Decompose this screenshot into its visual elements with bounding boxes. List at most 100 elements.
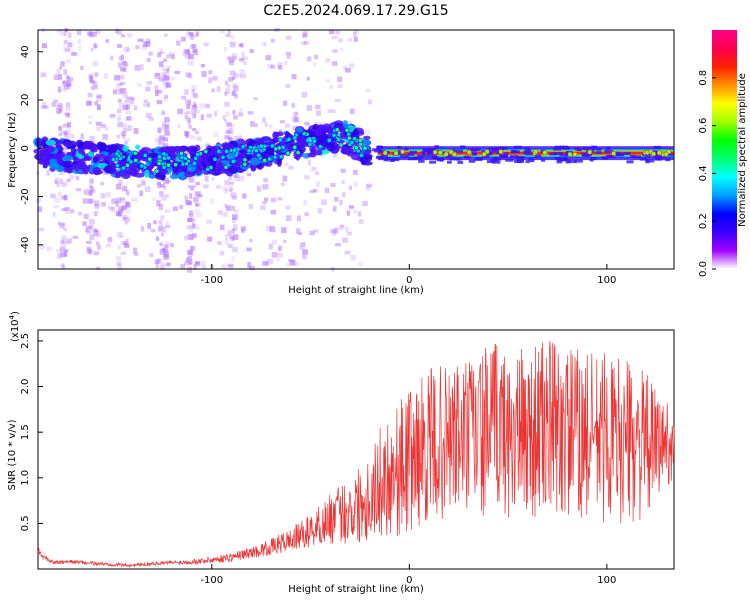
spectrogram-noise-cell <box>123 215 128 220</box>
spectrogram-x-axis-label: Height of straight line (km) <box>288 285 424 296</box>
spectrogram-noise-cell <box>228 175 233 180</box>
spectrogram-noise-cell <box>145 86 151 92</box>
spectrogram-noise-cell <box>115 200 120 207</box>
spectrogram-noise-cell <box>187 60 194 66</box>
spectrogram-noise-cell <box>342 192 346 198</box>
spectrogram-noise-cell <box>59 246 66 252</box>
spectrogram-noise-cell <box>121 185 128 192</box>
spectrogram-noise-cell <box>94 72 99 77</box>
spectrogram-noise-cell <box>57 221 61 226</box>
spectrogram-noise-cell <box>61 182 68 187</box>
spectrogram-noise-cell <box>88 121 92 125</box>
spectrogram-tone-fringe <box>661 155 666 159</box>
spectrogram-tone-fringe <box>391 158 400 162</box>
spectrogram-noise-cell <box>83 189 90 195</box>
spectrogram-noise-cell <box>357 211 362 217</box>
spectrogram-noise-cell <box>59 169 65 176</box>
spectrogram-noise-cell <box>158 139 162 146</box>
spectrogram-tone-fringe <box>499 146 509 150</box>
spectrogram-noise-cell <box>221 211 226 217</box>
spectrogram-noise-cell <box>163 74 170 81</box>
spectrogram-noise-cell <box>89 80 96 84</box>
spectrogram-tone-fringe <box>429 160 437 164</box>
spectrogram-noise-cell <box>123 100 129 105</box>
spectrogram-noise-cell <box>293 116 299 123</box>
spectrogram-noise-cell <box>90 154 96 161</box>
spectrogram-noise-cell <box>122 127 128 133</box>
spectrogram-noise-cell <box>234 177 240 182</box>
spectrogram-tone-fringe <box>413 156 422 160</box>
spectrogram-noise-cell <box>70 52 77 56</box>
spectrogram-noise-cell <box>96 94 102 99</box>
spectrogram-noise-cell <box>40 72 47 78</box>
spectrogram-noise-cell <box>262 201 267 205</box>
spectrogram-noise-cell <box>89 219 95 225</box>
spectrogram-tone-fringe <box>514 159 522 163</box>
spectrogram-tone-fringe <box>640 157 647 161</box>
spectrogram-noise-cell <box>315 104 321 110</box>
spectrogram-tone-fringe <box>513 145 522 149</box>
spectrogram-noise-cell <box>124 221 129 225</box>
spectrogram-noise-cell <box>60 30 66 36</box>
spectrogram-noise-cell <box>125 47 131 52</box>
spectrogram-noise-cell <box>285 205 291 210</box>
spectrogram-noise-cell <box>95 266 101 270</box>
spectrogram-noise-cell <box>184 89 189 95</box>
spectrogram-tone-fringe <box>417 154 424 158</box>
spectrogram-signal-cell <box>221 142 231 149</box>
spectrogram-noise-cell <box>331 35 338 39</box>
spectrogram-noise-cell <box>285 123 290 128</box>
spectrogram-noise-cell <box>165 82 172 88</box>
spectrogram-noise-cell <box>313 188 318 193</box>
spectrogram-noise-cell <box>117 265 123 271</box>
spectrogram-tone-fringe <box>404 147 409 151</box>
spectrogram-noise-cell <box>249 49 254 54</box>
spectrogram-signal-peak <box>230 158 236 164</box>
spectrogram-signal-peak <box>280 144 286 150</box>
spectrogram-noise-cell <box>63 84 70 90</box>
spectrogram-noise-cell <box>93 251 100 256</box>
spectrogram-tone-fringe <box>397 146 402 150</box>
spectrogram-noise-cell <box>127 125 132 132</box>
spectrogram-noise-cell <box>163 251 169 258</box>
spectrogram-noise-cell <box>67 42 73 48</box>
spectrogram-noise-cell <box>187 234 194 240</box>
spectrogram-noise-cell <box>187 217 193 223</box>
spectrogram-signal-peak <box>292 135 298 141</box>
spectrogram-noise-cell <box>233 115 238 120</box>
spectrogram-noise-cell <box>267 63 274 69</box>
spectrogram-noise-cell <box>56 249 62 253</box>
spectrogram-noise-cell <box>120 131 126 137</box>
spectrogram-noise-cell <box>302 249 308 255</box>
spectrogram-noise-cell <box>68 82 73 87</box>
spectrogram-noise-cell <box>285 215 292 222</box>
spectrogram-noise-cell <box>89 135 95 141</box>
spectrogram-tone-fringe <box>446 160 452 164</box>
spectrogram-noise-cell <box>63 80 69 85</box>
spectrogram-noise-cell <box>115 212 122 216</box>
spectrogram-tone-fringe <box>529 159 535 163</box>
spectrogram-noise-cell <box>140 180 146 186</box>
spectrogram-noise-cell <box>125 208 131 214</box>
spectrogram-signal-peak <box>166 155 172 161</box>
spectrogram-noise-cell <box>114 75 120 81</box>
spectrogram-tone-fringe <box>449 157 457 161</box>
spectrogram-noise-cell <box>117 114 122 120</box>
spectrogram-noise-cell <box>126 191 130 196</box>
spectrogram-noise-cell <box>104 126 109 131</box>
spectrogram-noise-cell <box>342 237 348 243</box>
spectrogram-noise-cell <box>227 263 234 268</box>
spectrogram-tone-fringe <box>554 152 563 156</box>
spectrogram-noise-cell <box>187 255 192 260</box>
spectrogram-signal-peak <box>295 150 301 156</box>
spectrogram-noise-cell <box>38 227 44 232</box>
colorbar-label: Normalized spectral amplitude <box>737 73 748 227</box>
spectrogram-noise-cell <box>206 220 213 224</box>
spectrogram-noise-cell <box>119 81 126 86</box>
spectrogram-noise-cell <box>353 29 359 35</box>
spectrogram-noise-cell <box>282 175 288 182</box>
spectrogram-noise-cell <box>64 129 68 135</box>
spectrogram-tone-fringe <box>380 154 388 158</box>
spectrogram-signal-cell <box>342 120 349 129</box>
spectrogram-noise-cell <box>160 232 165 237</box>
